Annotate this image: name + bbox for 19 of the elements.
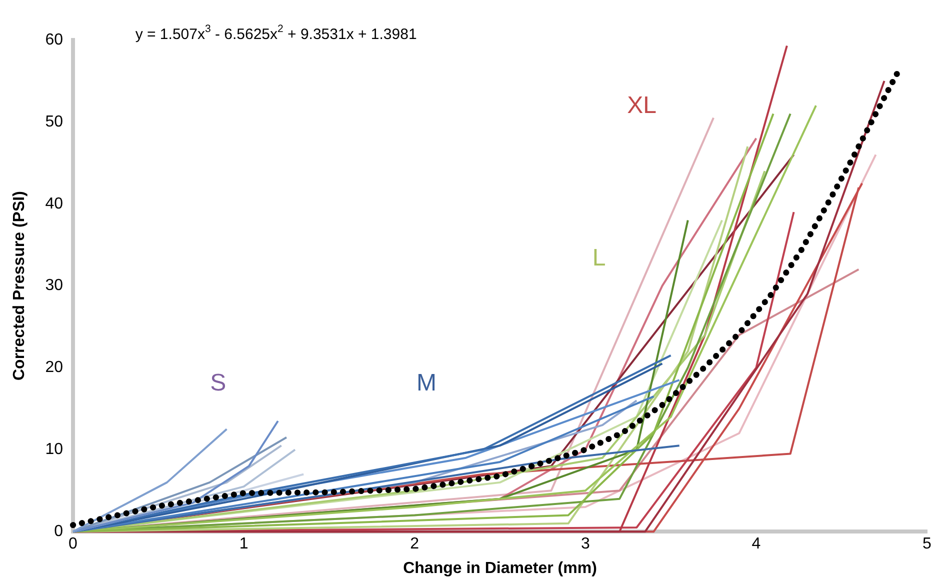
x-tick-label: 0 (68, 536, 78, 553)
x-tick-label: 3 (580, 536, 590, 553)
y-tick-label: 10 (45, 441, 64, 458)
x-axis-title: Change in Diameter (mm) (403, 560, 597, 577)
x-tick-label: 2 (410, 536, 420, 553)
x-tick-label: 4 (752, 536, 761, 553)
annotation: S (210, 370, 226, 397)
y-tick-label: 50 (45, 113, 64, 130)
y-tick-label: 0 (54, 523, 64, 540)
y-axis-title: Corrected Pressure (PSI) (11, 191, 28, 381)
y-tick-label: 40 (45, 195, 64, 212)
y-tick-label: 30 (45, 277, 64, 294)
x-tick-label: 5 (922, 536, 932, 553)
y-tick-label: 60 (45, 31, 64, 48)
x-tick-label: 1 (239, 536, 248, 553)
annotation: XL (627, 92, 656, 119)
y-tick-label: 20 (45, 359, 64, 376)
annotation: L (592, 244, 606, 272)
annotation: M (416, 370, 437, 397)
